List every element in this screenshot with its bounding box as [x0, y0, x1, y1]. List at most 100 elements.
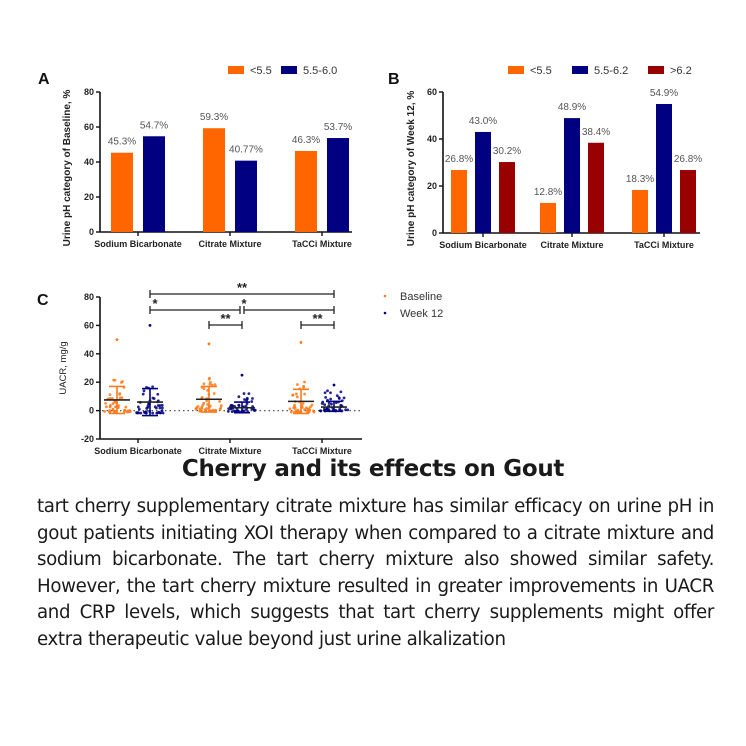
data-point	[245, 402, 249, 406]
data-point	[332, 383, 336, 387]
panel-b-letter: B	[388, 71, 400, 88]
legend-label: <5.5	[250, 65, 272, 77]
figure: A 0 20 40 60 80 Urine pH category of Baseline…	[37, 65, 702, 456]
y-tick-label: 20	[84, 377, 94, 387]
data-point	[203, 408, 207, 412]
data-point	[299, 341, 303, 344]
significance-label: **	[312, 311, 323, 326]
y-tick-label: 80	[84, 292, 94, 302]
legend-label: 5.5-6.0	[303, 65, 337, 77]
y-tick-label: 20	[427, 181, 437, 191]
data-point	[115, 338, 119, 341]
y-tick-label: 0	[89, 227, 94, 237]
data-point	[112, 409, 116, 413]
bar	[475, 131, 491, 233]
data-point	[303, 380, 306, 384]
data-point	[289, 410, 293, 414]
data-point	[200, 395, 204, 399]
panel-a-letter: A	[38, 71, 50, 88]
data-point	[128, 409, 132, 412]
data-point	[108, 396, 112, 400]
data-point	[211, 408, 214, 412]
y-axis-label: UACR, mg/g	[58, 341, 69, 394]
data-point	[245, 396, 249, 400]
data-point	[159, 411, 163, 415]
data-point	[339, 390, 343, 394]
data-point	[136, 405, 140, 409]
y-tick-label: 0	[89, 406, 94, 416]
data-label: 12.8%	[534, 187, 562, 198]
data-point	[139, 411, 143, 415]
x-category-label: Sodium Bicarbonate	[94, 239, 182, 249]
data-point	[151, 396, 155, 400]
data-point	[288, 407, 292, 411]
data-label: 53.7%	[324, 122, 352, 133]
data-point	[324, 395, 328, 399]
data-point	[105, 405, 108, 409]
data-point	[307, 410, 311, 413]
data-label: 43.0%	[469, 116, 497, 127]
y-tick-label: 40	[84, 349, 94, 359]
data-point	[302, 384, 306, 388]
bar	[111, 152, 133, 232]
data-label: 18.3%	[626, 174, 654, 185]
bar	[588, 142, 604, 233]
data-point	[243, 398, 246, 401]
data-point	[142, 389, 146, 393]
data-label: 26.8%	[445, 154, 473, 165]
data-point	[296, 408, 300, 412]
bar	[451, 170, 467, 233]
data-point	[158, 404, 162, 407]
data-point	[111, 402, 115, 406]
y-axis-label: Urine pH category of Week 12, %	[406, 91, 417, 247]
data-label: 46.3%	[292, 135, 320, 146]
data-point	[253, 409, 256, 412]
y-tick-label: 60	[84, 320, 94, 330]
significance-label: *	[241, 296, 247, 311]
data-point	[148, 324, 152, 327]
legend-label: 5.5-6.2	[594, 65, 628, 77]
data-point	[291, 393, 295, 397]
data-point	[202, 382, 206, 386]
data-point	[209, 380, 212, 384]
panel-c: C -20 0 20 40 60 80 UACR, mg/g Sodium Bicarbona…	[37, 280, 443, 456]
bar	[499, 162, 515, 233]
data-point	[104, 401, 108, 405]
data-point	[295, 395, 299, 399]
bar	[295, 150, 317, 232]
data-point	[146, 404, 150, 408]
legend-marker	[383, 294, 387, 298]
x-category-label: Citrate Mixture	[198, 239, 261, 249]
panel-c-letter: C	[37, 292, 49, 309]
y-tick-label: 40	[427, 134, 437, 144]
data-point	[323, 409, 327, 413]
data-point	[303, 392, 307, 396]
bar	[235, 160, 257, 232]
data-label: 54.7%	[140, 120, 168, 131]
data-point	[346, 408, 350, 412]
data-label: 59.3%	[200, 112, 228, 123]
data-point	[110, 396, 114, 400]
data-point	[207, 342, 211, 346]
data-point	[212, 392, 216, 395]
bar	[540, 202, 556, 233]
data-point	[160, 409, 164, 413]
data-point	[303, 408, 306, 411]
y-tick-label: 80	[84, 87, 94, 97]
data-label: 38.4%	[582, 127, 610, 138]
legend-swatch	[572, 66, 588, 74]
data-point	[242, 392, 246, 395]
y-tick-label: 40	[84, 157, 94, 167]
bar	[632, 189, 648, 233]
bar	[203, 128, 225, 232]
data-point	[326, 389, 329, 393]
data-point	[329, 391, 332, 395]
data-point	[240, 373, 244, 377]
data-point	[155, 411, 159, 415]
data-point	[218, 399, 221, 403]
data-label: 54.9%	[650, 88, 678, 99]
data-point	[108, 404, 112, 408]
data-point	[301, 402, 305, 405]
data-point	[114, 405, 117, 409]
significance-label: **	[237, 280, 248, 295]
